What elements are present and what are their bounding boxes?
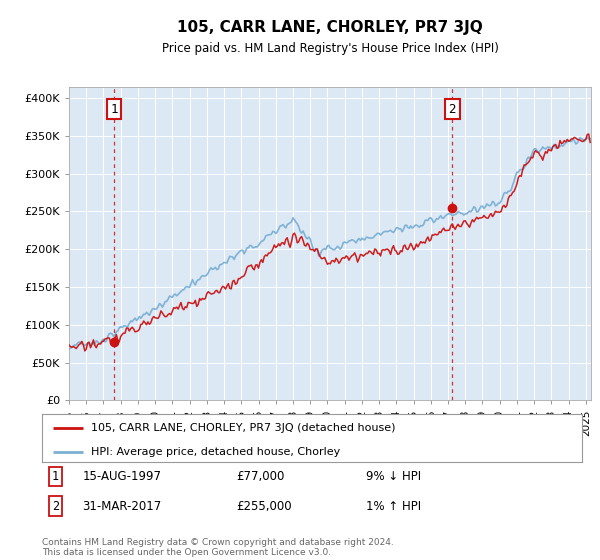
- Text: 1: 1: [52, 470, 59, 483]
- Text: 15-AUG-1997: 15-AUG-1997: [83, 470, 161, 483]
- Text: 1: 1: [110, 103, 118, 116]
- Text: 105, CARR LANE, CHORLEY, PR7 3JQ (detached house): 105, CARR LANE, CHORLEY, PR7 3JQ (detach…: [91, 423, 395, 433]
- Text: HPI: Average price, detached house, Chorley: HPI: Average price, detached house, Chor…: [91, 446, 340, 456]
- Text: 105, CARR LANE, CHORLEY, PR7 3JQ: 105, CARR LANE, CHORLEY, PR7 3JQ: [177, 20, 483, 35]
- Text: Contains HM Land Registry data © Crown copyright and database right 2024.
This d: Contains HM Land Registry data © Crown c…: [42, 538, 394, 557]
- Text: Price paid vs. HM Land Registry's House Price Index (HPI): Price paid vs. HM Land Registry's House …: [161, 42, 499, 55]
- Text: 2: 2: [52, 500, 59, 513]
- Text: £255,000: £255,000: [236, 500, 292, 513]
- Text: 9% ↓ HPI: 9% ↓ HPI: [366, 470, 421, 483]
- Text: 1% ↑ HPI: 1% ↑ HPI: [366, 500, 421, 513]
- Text: £77,000: £77,000: [236, 470, 285, 483]
- Text: 31-MAR-2017: 31-MAR-2017: [83, 500, 162, 513]
- Text: 2: 2: [449, 103, 456, 116]
